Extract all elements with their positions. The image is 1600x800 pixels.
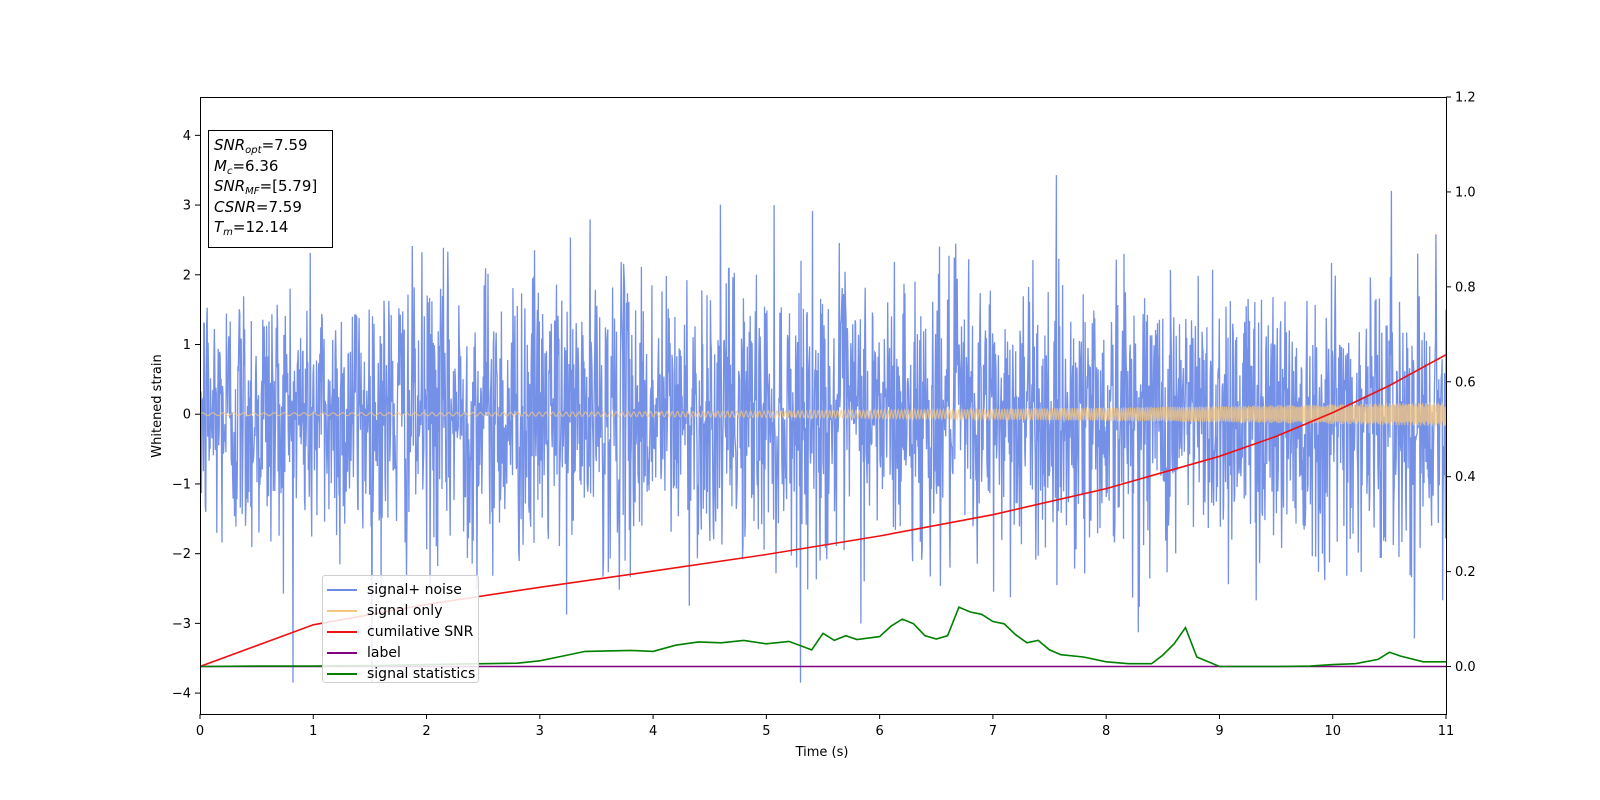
csnr-annotation: CSNR=7.59 — [214, 197, 302, 216]
legend-label: signal+ noise — [367, 581, 462, 598]
y-tick-label: 0 — [183, 408, 191, 423]
legend-swatch — [327, 651, 357, 654]
tm-annotation: Tm=12.14 — [214, 218, 289, 238]
series-signal-only-line — [200, 402, 1446, 426]
series-signal-statistics-line — [200, 606, 1446, 668]
x-tick-label: 9 — [1215, 724, 1223, 739]
x-axis: 0 1 2 3 4 5 6 7 8 9 10 11 — [196, 714, 1454, 739]
y-tick-label: 3 — [183, 199, 191, 214]
legend-label: cumilative SNR — [367, 623, 474, 640]
legend-swatch — [327, 609, 357, 612]
legend-item-signal-noise: signal+ noise — [327, 579, 478, 600]
legend-item-signal-statistics: signal statistics — [327, 663, 478, 684]
legend-label: signal statistics — [367, 665, 476, 682]
series-signal-noise-line — [200, 175, 1446, 683]
y2-tick-label: 1.0 — [1455, 185, 1476, 200]
x-tick-label: 3 — [536, 724, 544, 739]
y2-tick-label: 0.0 — [1455, 660, 1476, 675]
y-tick-label: −3 — [172, 617, 191, 632]
x-tick-label: 2 — [422, 724, 430, 739]
snr-opt-annotation: SNRopt=7.59 — [214, 136, 308, 156]
x-tick-label: 1 — [309, 724, 317, 739]
x-axis-label: Time (s) — [795, 745, 849, 760]
x-tick-label: 11 — [1438, 724, 1455, 739]
x-tick-label: 10 — [1324, 724, 1341, 739]
legend-item-cumulative-snr: cumilative SNR — [327, 621, 478, 642]
snr-mf-annotation: SNRMF=[5.79] — [214, 177, 318, 197]
y-tick-label: −4 — [172, 687, 191, 702]
x-tick-label: 5 — [762, 724, 770, 739]
y-axis-left: −4 −3 −2 −1 0 1 2 3 4 — [172, 129, 200, 702]
x-tick-label: 7 — [989, 724, 997, 739]
y-tick-label: 4 — [183, 129, 191, 144]
x-tick-label: 0 — [196, 724, 204, 739]
legend-swatch — [327, 630, 357, 633]
legend-swatch — [327, 588, 357, 591]
legend-swatch — [327, 672, 357, 675]
y-tick-label: 2 — [183, 268, 191, 283]
legend-label: signal only — [367, 602, 443, 619]
axes-frame — [200, 97, 1447, 715]
y-tick-label: −1 — [172, 477, 191, 492]
y-axis-label: Whitened strain — [150, 354, 165, 457]
legend-label: label — [367, 644, 401, 661]
y2-tick-label: 1.2 — [1455, 91, 1476, 106]
legend-item-label: label — [327, 642, 478, 663]
x-tick-label: 8 — [1102, 724, 1110, 739]
x-tick-label: 4 — [649, 724, 657, 739]
y-tick-label: 1 — [183, 338, 191, 353]
y2-tick-label: 0.2 — [1455, 565, 1476, 580]
y2-tick-label: 0.6 — [1455, 375, 1476, 390]
y-tick-label: −2 — [172, 547, 191, 562]
x-tick-label: 6 — [875, 724, 883, 739]
y2-tick-label: 0.8 — [1455, 280, 1476, 295]
stats-annotation-box: SNRopt=7.59 Mc=6.36 SNRMF=[5.79] CSNR=7.… — [208, 130, 333, 248]
legend: signal+ noise signal only cumilative SNR… — [322, 575, 479, 683]
legend-item-signal-only: signal only — [327, 600, 478, 621]
y-axis-right: 0.0 0.2 0.4 0.6 0.8 1.0 1.2 — [1446, 91, 1476, 675]
chirp-mass-annotation: Mc=6.36 — [214, 156, 279, 177]
y2-tick-label: 0.4 — [1455, 470, 1476, 485]
